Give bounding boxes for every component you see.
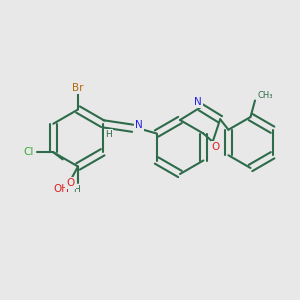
Text: O: O — [66, 178, 75, 188]
Text: N: N — [135, 120, 143, 130]
Text: CH₃: CH₃ — [257, 91, 273, 100]
Text: N: N — [194, 97, 202, 107]
Text: OH: OH — [53, 184, 70, 194]
Text: H: H — [105, 130, 112, 139]
Text: H: H — [73, 184, 80, 194]
Text: Br: Br — [72, 83, 84, 93]
Text: O: O — [212, 142, 220, 152]
Text: Cl: Cl — [23, 147, 34, 157]
